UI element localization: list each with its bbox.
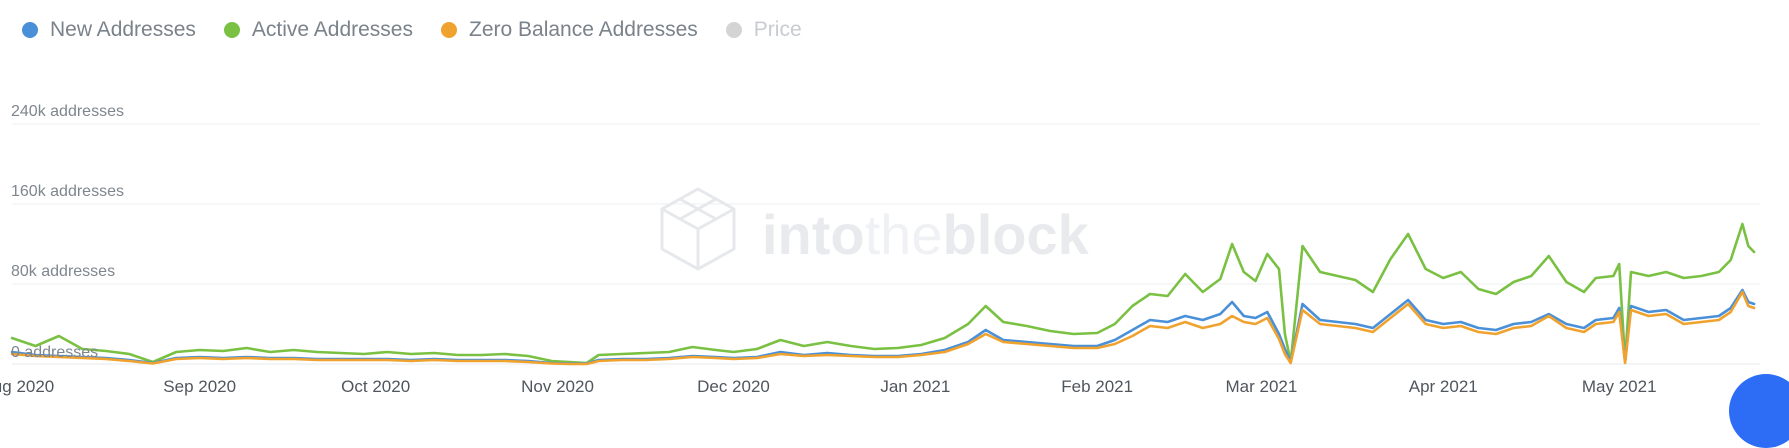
x-tick-label: Dec 2020 [697,377,770,396]
legend-item-active-addresses[interactable]: Active Addresses [223,18,413,42]
legend-dot-icon [441,22,457,38]
watermark-brand-prefix: into [762,203,865,266]
x-tick-label: Aug 2020 [0,377,54,396]
grid-lines [12,123,1760,365]
legend-label: Active Addresses [251,18,413,41]
legend-item-price[interactable]: Price [725,18,802,42]
legend-dot-icon [22,22,38,38]
legend-label: Price [753,18,802,41]
x-axis-tick-labels: Aug 2020 Sep 2020 Oct 2020 Nov 2020 Dec 2020… [0,377,1657,396]
legend-item-new-addresses[interactable]: New Addresses [22,18,196,42]
x-tick-label: Sep 2020 [163,377,236,396]
x-tick-label: Nov 2020 [521,377,594,396]
x-tick-label: Mar 2021 [1225,377,1297,396]
y-tick-label: 240k addresses [11,103,124,120]
watermark: intotheblock [660,187,1090,271]
y-tick-label: 0 addresses [11,344,98,361]
legend-label: New Addresses [50,18,196,41]
chart-legend: New Addresses Active Addresses Zero Bala… [22,18,802,42]
legend-label: Zero Balance Addresses [469,18,698,41]
chat-launcher-button[interactable] [1729,374,1789,448]
y-tick-label: 160k addresses [11,183,124,200]
y-tick-label: 80k addresses [11,263,115,280]
series-lines [10,222,1756,366]
legend-item-zero-balance-addresses[interactable]: Zero Balance Addresses [441,18,698,42]
intotheblock-logo-icon [660,187,736,271]
x-tick-label: May 2021 [1582,377,1657,396]
address-activity-chart: intotheblock 0 addresses 80k addresses 160… [0,103,1760,396]
x-tick-label: Oct 2020 [341,377,410,396]
series-line-zero-balance-addresses [10,290,1756,366]
legend-dot-icon [725,22,742,38]
y-axis-tick-labels: 0 addresses 80k addresses 160k addresses 24… [11,103,124,361]
x-tick-label: Feb 2021 [1061,377,1133,396]
legend-dot-icon [223,22,240,38]
watermark-brand-suffix: block [942,203,1089,266]
watermark-brand-middle: the [865,203,943,266]
watermark-text: intotheblock [762,203,1090,266]
x-tick-label: Apr 2021 [1409,377,1478,396]
x-tick-label: Jan 2021 [880,377,950,396]
series-line-active-addresses [10,222,1756,365]
